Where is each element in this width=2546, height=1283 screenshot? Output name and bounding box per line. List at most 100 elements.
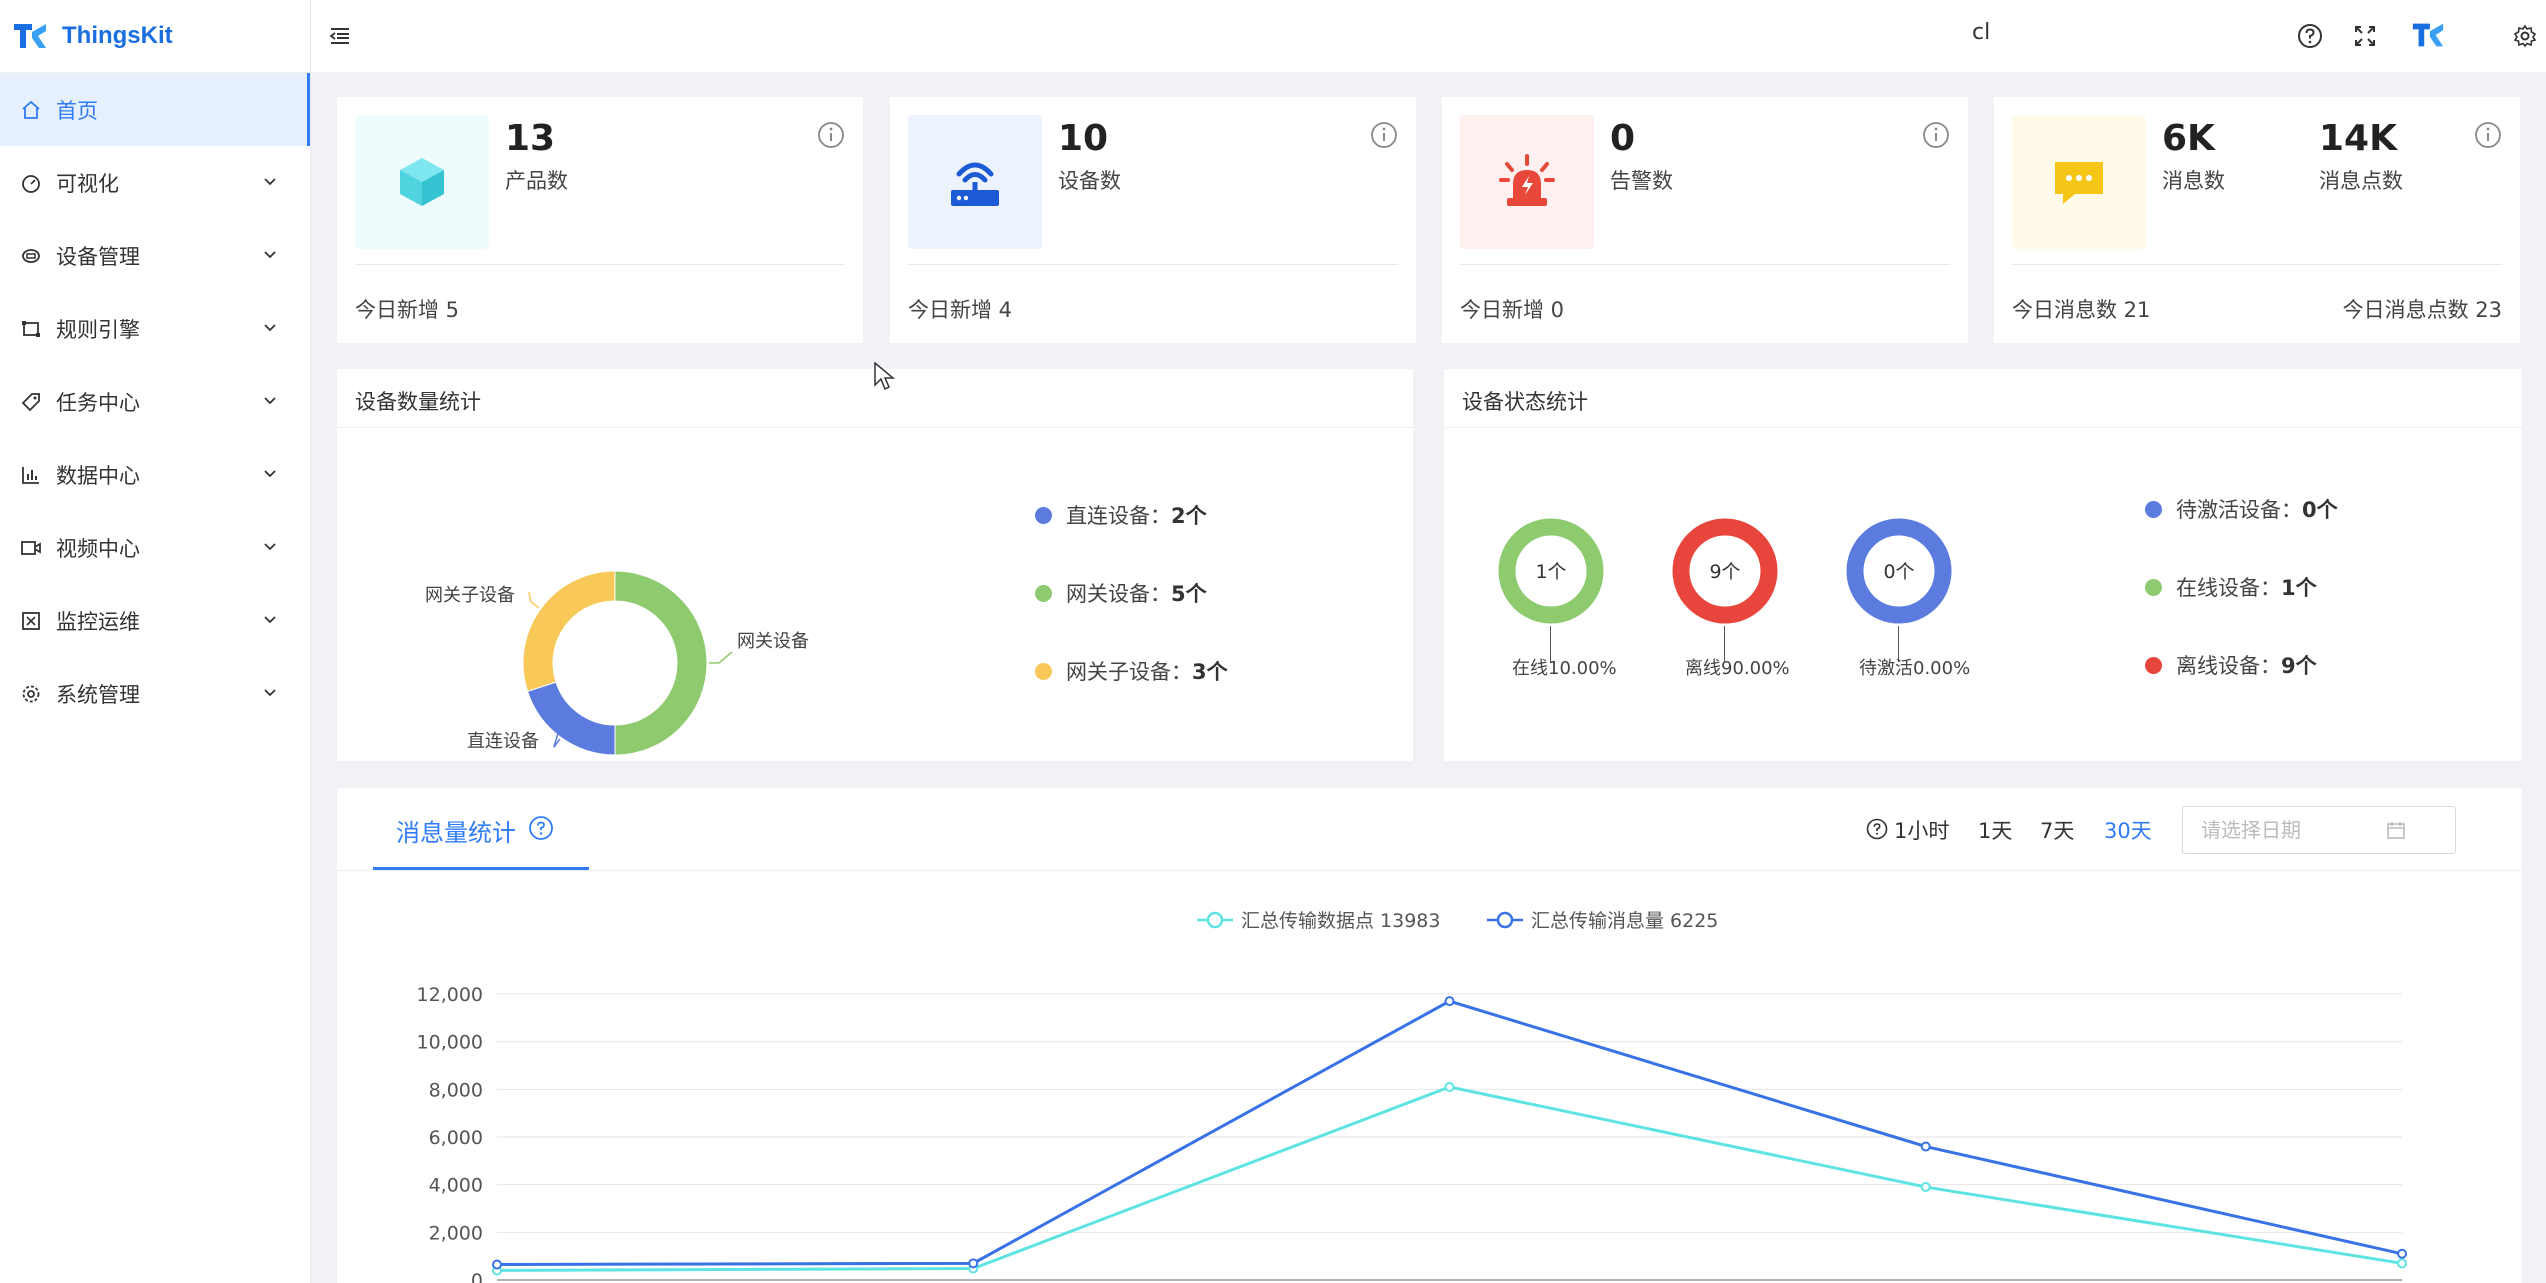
legend-gateway-sub-device[interactable]: 网关子设备： 3个 [1035,656,1228,686]
alarm-count-label: 告警数 [1610,169,1673,193]
settings-gear-icon[interactable] [2511,22,2539,50]
info-icon[interactable] [817,121,845,149]
divider [337,870,2522,871]
info-icon[interactable] [2474,121,2502,149]
device-icon [20,245,42,267]
pie-label-sub: 网关子设备 [425,585,515,606]
avatar[interactable] [2411,18,2445,52]
series-line-2 [496,999,2403,1267]
date-input[interactable] [2199,817,2403,843]
legend-series-name: 汇总传输数据点 13983 [1241,910,1440,932]
sidebar-item-video-center[interactable]: 视频中心 [0,511,310,584]
chevron-down-icon [260,318,280,338]
device-status-title: 设备状态统计 [1462,390,1588,414]
sidebar-item-visualization[interactable]: 可视化 [0,146,310,219]
legend-online-device[interactable]: 在线设备： 1个 [2145,572,2317,602]
sidebar-item-data-center[interactable]: 数据中心 [0,438,310,511]
legend-offline-device[interactable]: 离线设备： 9个 [2145,650,2317,680]
ring-center-label: 0个 [1883,561,1914,583]
legend-dot [2145,656,2162,674]
sidebar-item-home[interactable]: 首页 [0,73,310,146]
legend-marker [1206,911,1224,929]
message-count-value: 6K [2162,118,2215,159]
ring-leader-line [1724,626,1725,662]
date-picker[interactable] [2182,806,2456,854]
help-button[interactable] [2296,22,2324,50]
inactive-status-ring: 0个 [1846,518,1952,624]
sidebar-item-label: 规则引擎 [56,317,140,342]
legend-label: 网关子设备： [1066,660,1192,684]
dashboard-icon [20,172,42,194]
sidebar: ThingsKit 首页 可视化 设备管理 规则引擎 [0,0,311,1283]
menu-fold-icon[interactable] [326,22,354,50]
sidebar-item-system-management[interactable]: 系统管理 [0,657,310,730]
device-count-value: 10 [1058,118,1109,159]
alarm-count-card: 0 告警数 今日新增 0 [1442,97,1968,343]
y-tick-label: 2,000 [429,1222,483,1244]
range-30-days[interactable]: 30天 [2104,819,2152,843]
product-count-label: 产品数 [505,169,568,193]
divider [1444,427,2522,428]
sidebar-item-device-management[interactable]: 设备管理 [0,219,310,292]
home-icon [20,99,42,121]
range-7-days[interactable]: 7天 [2040,819,2075,843]
message-count-label: 消息数 [2162,169,2225,193]
donut-leader-line [528,591,540,609]
sidebar-item-monitoring[interactable]: 监控运维 [0,584,310,657]
message-points-label: 消息点数 [2319,169,2403,193]
rule-icon [20,318,42,340]
username[interactable]: cl [1972,20,1991,45]
info-icon[interactable] [1922,121,1950,149]
sidebar-item-label: 任务中心 [56,390,140,415]
sidebar-item-label: 监控运维 [56,609,140,634]
video-icon [20,537,42,559]
legend-marker [1496,911,1514,929]
legend-dot [2145,578,2162,596]
series-point [1444,1081,1455,1092]
divider [355,264,845,265]
mouse-cursor-icon [874,362,896,391]
monitor-icon [20,610,42,632]
chevron-down-icon [260,683,280,703]
range-1-day[interactable]: 1天 [1978,819,2013,843]
sidebar-item-rule-engine[interactable]: 规则引擎 [0,292,310,365]
tab-active-indicator [373,867,589,870]
question-circle-icon [1866,818,1888,840]
sidebar-menu: 首页 可视化 设备管理 规则引擎 任务中心 [0,73,310,730]
legend-value: 9个 [2281,654,2317,678]
chevron-down-icon [260,537,280,557]
product-today-new: 今日新增 5 [355,298,460,322]
device-count-card: 10 设备数 今日新增 4 [890,97,1416,343]
calendar-icon[interactable] [2385,819,2407,841]
logo[interactable]: ThingsKit [0,0,310,73]
gear-icon [20,683,42,705]
donut-slice-2 [614,570,708,756]
sidebar-item-task-center[interactable]: 任务中心 [0,365,310,438]
tab-message-stats[interactable]: 消息量统计 [396,819,516,847]
legend-label: 待激活设备： [2176,498,2302,522]
chevron-down-icon [260,245,280,265]
chevron-down-icon [260,610,280,630]
info-icon[interactable] [1370,121,1398,149]
series-point [1444,996,1455,1007]
message-count-card: 6K 消息数 14K 消息点数 今日消息数 21 今日消息点数 23 [1994,97,2520,343]
legend-direct-device[interactable]: 直连设备： 2个 [1035,500,1207,530]
divider [2012,264,2502,265]
divider [908,264,1398,265]
y-tick-label: 8,000 [429,1079,483,1101]
legend-inactive-device[interactable]: 待激活设备： 0个 [2145,494,2338,524]
bar-chart-icon [20,464,42,486]
fullscreen-icon[interactable] [2351,22,2379,50]
series-line-1 [496,1085,2403,1272]
legend-value: 0个 [2302,498,2338,522]
series-point [968,1258,979,1269]
help-icon[interactable] [528,815,554,841]
legend-gateway-device[interactable]: 网关设备： 5个 [1035,578,1207,608]
donut-leader-line [709,651,733,664]
online-status-ring: 1个 [1498,518,1604,624]
legend-label: 离线设备： [2176,654,2281,678]
series-point [492,1259,502,1270]
range-1-hour[interactable]: 1小时 [1894,819,1950,843]
today-message-points: 今日消息点数 23 [2342,298,2502,322]
sidebar-item-label: 首页 [56,98,98,123]
